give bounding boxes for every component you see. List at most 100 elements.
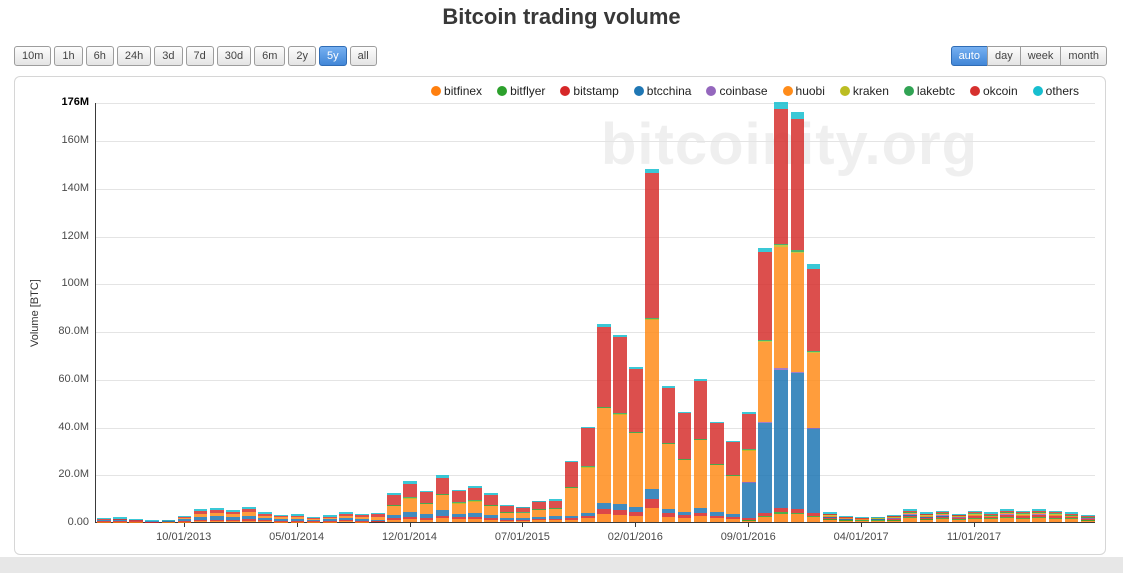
bar-segment-others bbox=[871, 516, 885, 518]
bar-segment-huobi bbox=[338, 516, 353, 519]
bar-segment-others bbox=[500, 505, 514, 507]
bar-segment-bitstamp bbox=[951, 517, 966, 519]
legend-item-huobi[interactable]: huobi bbox=[782, 84, 825, 98]
bar-segment-bitfinex bbox=[532, 520, 547, 522]
interval-button-5y[interactable]: 5y bbox=[319, 46, 347, 66]
bar-segment-okcoin bbox=[822, 513, 837, 515]
bar-segment-btcchina bbox=[484, 514, 498, 518]
bar-segment-huobi bbox=[355, 516, 369, 519]
grouping-button-week[interactable]: week bbox=[1019, 46, 1062, 66]
gridline bbox=[96, 236, 1095, 238]
grouping-button-month[interactable]: month bbox=[1060, 46, 1107, 66]
legend-item-kraken[interactable]: kraken bbox=[839, 84, 889, 98]
bar-segment-okcoin bbox=[419, 492, 434, 503]
bar-segment-huobi bbox=[548, 508, 563, 517]
legend-item-lakebtc[interactable]: lakebtc bbox=[903, 84, 955, 98]
x-tick-mark bbox=[861, 523, 863, 527]
interval-button-24h[interactable]: 24h bbox=[116, 46, 152, 66]
bar-segment-bitstamp bbox=[290, 520, 305, 522]
interval-button-3d[interactable]: 3d bbox=[154, 46, 183, 66]
bar-segment-others bbox=[726, 440, 740, 442]
bar-segment-others bbox=[338, 512, 353, 515]
bar-segment-bitfinex bbox=[758, 516, 772, 522]
bar-segment-btcchina bbox=[564, 516, 579, 519]
interval-button-2y[interactable]: 2y bbox=[288, 46, 317, 66]
bar-segment-btcchina bbox=[242, 515, 256, 520]
bar-segment-kraken bbox=[822, 514, 837, 516]
y-tick-label: 40.0M bbox=[58, 420, 89, 433]
bar-segment-bitfinex bbox=[435, 518, 450, 522]
interval-button-7d[interactable]: 7d bbox=[185, 46, 214, 66]
bar-segment-btcchina bbox=[435, 510, 450, 516]
y-tick-label: 20.0M bbox=[58, 468, 89, 481]
bar-segment-bitfinex bbox=[1032, 518, 1047, 522]
interval-button-6h[interactable]: 6h bbox=[85, 46, 114, 66]
bar-segment-btcchina bbox=[580, 512, 595, 516]
grouping-button-day[interactable]: day bbox=[986, 46, 1021, 66]
bar-segment-huobi bbox=[774, 246, 789, 369]
grouping-button-auto[interactable]: auto bbox=[950, 46, 988, 66]
bar-segment-others bbox=[306, 516, 321, 518]
bar-segment-coinbase bbox=[935, 515, 950, 517]
bar-segment-okcoin bbox=[790, 118, 805, 250]
bar-segment-huobi bbox=[967, 514, 982, 516]
bar-segment-bitfinex bbox=[790, 513, 805, 522]
legend-item-btcchina[interactable]: btcchina bbox=[633, 84, 691, 98]
bar-segment-bitstamp bbox=[500, 519, 514, 521]
bar-segment-bitstamp bbox=[338, 520, 353, 522]
bar-segment-bitfinex bbox=[1064, 519, 1079, 522]
bar-segment-btcchina bbox=[371, 519, 385, 521]
bar-segment-bitstamp bbox=[693, 512, 708, 517]
legend-color-icon bbox=[706, 86, 717, 96]
bar-segment-btcchina bbox=[597, 503, 611, 510]
bar-segment-huobi bbox=[419, 503, 434, 514]
bar-segment-others bbox=[435, 475, 450, 478]
bar-segment-huobi bbox=[290, 517, 305, 520]
legend-item-others[interactable]: others bbox=[1032, 84, 1079, 98]
bar-segment-btcchina bbox=[806, 428, 821, 514]
bar-segment-coinbase bbox=[790, 371, 805, 374]
bar-segment-okcoin bbox=[532, 501, 547, 509]
legend-item-bitfinex[interactable]: bitfinex bbox=[431, 84, 482, 98]
interval-button-30d[interactable]: 30d bbox=[216, 46, 252, 66]
bar-segment-btcchina bbox=[774, 369, 789, 509]
legend-label: coinbase bbox=[719, 84, 768, 98]
bar-segment-btcchina bbox=[532, 516, 547, 520]
bar-segment-kraken bbox=[919, 514, 934, 516]
bar-segment-bitflyer bbox=[1064, 518, 1079, 520]
bar-segment-bitstamp bbox=[887, 518, 902, 520]
legend-item-coinbase[interactable]: coinbase bbox=[706, 84, 768, 98]
bar-segment-others bbox=[774, 102, 789, 110]
legend-item-bitflyer[interactable]: bitflyer bbox=[497, 84, 545, 98]
bar-segment-lakebtc bbox=[774, 243, 789, 246]
bar-segment-bitstamp bbox=[467, 517, 482, 520]
bar-segment-bitfinex bbox=[484, 519, 498, 522]
bar-segment-btcchina bbox=[226, 517, 240, 520]
bar-segment-bitstamp bbox=[919, 517, 934, 519]
interval-button-10m[interactable]: 10m bbox=[14, 46, 52, 66]
legend-item-okcoin[interactable]: okcoin bbox=[969, 84, 1018, 98]
bar-segment-okcoin bbox=[338, 514, 353, 517]
bar-segment-btcchina bbox=[693, 508, 708, 513]
bar-segment-btcchina bbox=[209, 516, 224, 520]
interval-button-6m[interactable]: 6m bbox=[254, 46, 286, 66]
bar-segment-btcchina bbox=[467, 512, 482, 517]
bar-segment-bitstamp bbox=[742, 518, 756, 520]
legend-item-bitstamp[interactable]: bitstamp bbox=[560, 84, 619, 98]
bar-segment-huobi bbox=[1000, 513, 1014, 515]
bar-segment-others bbox=[838, 516, 853, 517]
interval-button-1h[interactable]: 1h bbox=[54, 46, 83, 66]
interval-button-all[interactable]: all bbox=[349, 46, 377, 66]
bar-segment-bitstamp bbox=[822, 517, 837, 519]
bar-segment-bitfinex bbox=[903, 518, 918, 522]
bar-segment-others bbox=[935, 511, 950, 513]
bar-segment-okcoin bbox=[967, 512, 982, 514]
bar-segment-kraken bbox=[1080, 516, 1095, 518]
bar-segment-okcoin bbox=[1000, 510, 1014, 512]
bar-segment-others bbox=[758, 247, 772, 253]
bar-segment-huobi bbox=[629, 432, 643, 508]
toolbar: 10m 1h 6h 24h 3d 7d 30d 6m 2y 5y all auto day week mo… bbox=[14, 46, 1107, 66]
x-tick-mark bbox=[522, 523, 524, 527]
bar-segment-okcoin bbox=[516, 507, 531, 513]
bar-segment-btcchina bbox=[113, 519, 127, 521]
